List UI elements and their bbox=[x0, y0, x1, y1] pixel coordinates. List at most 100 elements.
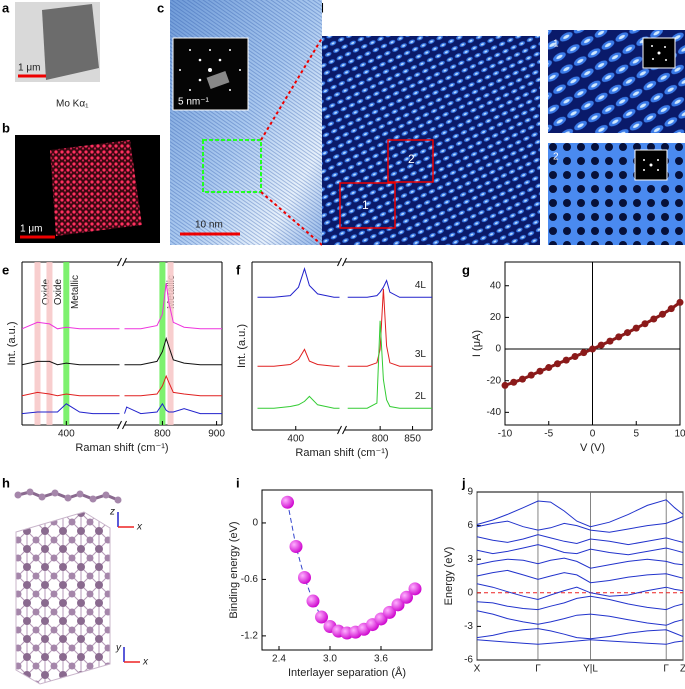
series-line bbox=[476, 499, 684, 528]
x-tick-label: 0 bbox=[590, 429, 596, 440]
marker bbox=[545, 364, 553, 372]
y-tick-label: 0 bbox=[467, 587, 473, 598]
region-label: 1 bbox=[362, 198, 369, 212]
series-line bbox=[257, 348, 340, 367]
marker bbox=[536, 367, 544, 375]
caption: Mo Kα₁ bbox=[56, 99, 89, 110]
marker bbox=[281, 495, 294, 509]
y-tick-label: 6 bbox=[467, 520, 473, 531]
marker bbox=[659, 310, 666, 318]
marker bbox=[510, 378, 518, 386]
x-tick-label: -5 bbox=[544, 429, 553, 440]
series-line bbox=[257, 267, 340, 298]
zoom-line bbox=[260, 37, 323, 141]
marker bbox=[501, 381, 509, 389]
y-axis-label: I (μA) bbox=[471, 330, 483, 357]
band bbox=[34, 262, 41, 425]
zoom-box bbox=[202, 139, 262, 193]
series-line bbox=[124, 336, 222, 366]
axis-label: z bbox=[109, 507, 115, 518]
series-line bbox=[476, 628, 684, 640]
x-axis-label: Raman shift (cm⁻¹) bbox=[75, 442, 168, 454]
x-axis-label: Raman shift (cm⁻¹) bbox=[295, 447, 388, 459]
y-tick-label: -20 bbox=[487, 375, 502, 386]
marker bbox=[632, 324, 640, 332]
panel-label: a bbox=[2, 0, 10, 15]
mo-signal bbox=[50, 140, 142, 236]
panel-label: f bbox=[236, 262, 241, 277]
fft-spots bbox=[651, 45, 667, 61]
series-line bbox=[347, 288, 432, 367]
series-line bbox=[476, 639, 684, 645]
crystal-structure bbox=[14, 488, 140, 685]
band bbox=[159, 262, 166, 425]
axis-label: x bbox=[142, 657, 149, 668]
panel-label: c bbox=[157, 0, 164, 15]
panel-label: i bbox=[236, 475, 240, 490]
region-label: 2 bbox=[408, 152, 415, 166]
marker bbox=[641, 320, 649, 328]
series-label: 2L bbox=[415, 391, 427, 402]
marker bbox=[554, 360, 561, 368]
y-tick-label: -6 bbox=[464, 655, 473, 666]
series-line bbox=[21, 391, 120, 397]
marker bbox=[562, 356, 570, 364]
series-line bbox=[476, 534, 684, 546]
marker bbox=[519, 375, 526, 383]
scale-label: 5 nm⁻¹ bbox=[178, 97, 210, 108]
x-tick-label: -10 bbox=[498, 429, 513, 440]
marker bbox=[615, 333, 623, 341]
x-axis-label: V (V) bbox=[580, 442, 605, 454]
series-line bbox=[476, 544, 684, 556]
series-line bbox=[347, 320, 432, 409]
band bbox=[167, 262, 174, 425]
fringes bbox=[170, 0, 322, 245]
region-label: 2 bbox=[553, 152, 559, 163]
axis-frame bbox=[261, 489, 433, 651]
axis-break bbox=[117, 420, 122, 430]
y-axis-label: Int. (a.u.) bbox=[6, 321, 18, 365]
x-tick-label: 800 bbox=[154, 429, 171, 440]
marker bbox=[400, 590, 413, 604]
scale-label: 10 nm bbox=[195, 220, 223, 231]
x-tick-label: 3.6 bbox=[374, 654, 388, 665]
x-tick-label: 800 bbox=[372, 434, 389, 445]
beam-stop bbox=[206, 70, 230, 90]
marker bbox=[650, 315, 658, 323]
flake bbox=[42, 4, 99, 80]
x-tick-label: X bbox=[474, 664, 481, 675]
marker bbox=[606, 337, 614, 345]
region-label: 1 bbox=[553, 39, 559, 50]
y-axis-label: Energy (eV) bbox=[443, 547, 455, 606]
axis-label: x bbox=[136, 522, 143, 533]
x-tick-label: 10 bbox=[674, 429, 685, 440]
band-label: Metallic bbox=[70, 275, 81, 309]
x-tick-label: Y|L bbox=[583, 664, 598, 675]
panel-label: j bbox=[461, 475, 466, 490]
panel-label: g bbox=[462, 262, 470, 277]
y-tick-label: -40 bbox=[487, 407, 502, 418]
band-label: Oxide bbox=[53, 279, 64, 306]
y-axis-label: Int. (a.u.) bbox=[236, 324, 248, 368]
x-tick-label: 5 bbox=[633, 429, 639, 440]
marker bbox=[676, 298, 684, 306]
band bbox=[63, 262, 70, 425]
marker bbox=[589, 345, 596, 353]
fft-spots bbox=[643, 159, 659, 171]
marker bbox=[391, 598, 405, 612]
x-tick-label: 3.0 bbox=[323, 654, 337, 665]
y-tick-label: -1.2 bbox=[241, 631, 259, 642]
series-line bbox=[476, 583, 684, 601]
marker bbox=[306, 594, 320, 608]
series-line bbox=[476, 516, 684, 533]
series-line bbox=[476, 595, 684, 611]
axis-break bbox=[337, 425, 342, 435]
series-line bbox=[21, 321, 120, 330]
series-line bbox=[124, 374, 222, 397]
series-line bbox=[476, 569, 684, 584]
x-tick-label: Γ bbox=[663, 664, 669, 675]
series-line bbox=[124, 283, 222, 330]
region-box bbox=[387, 139, 434, 183]
band bbox=[46, 262, 53, 425]
x-tick-label: Z bbox=[680, 664, 685, 675]
